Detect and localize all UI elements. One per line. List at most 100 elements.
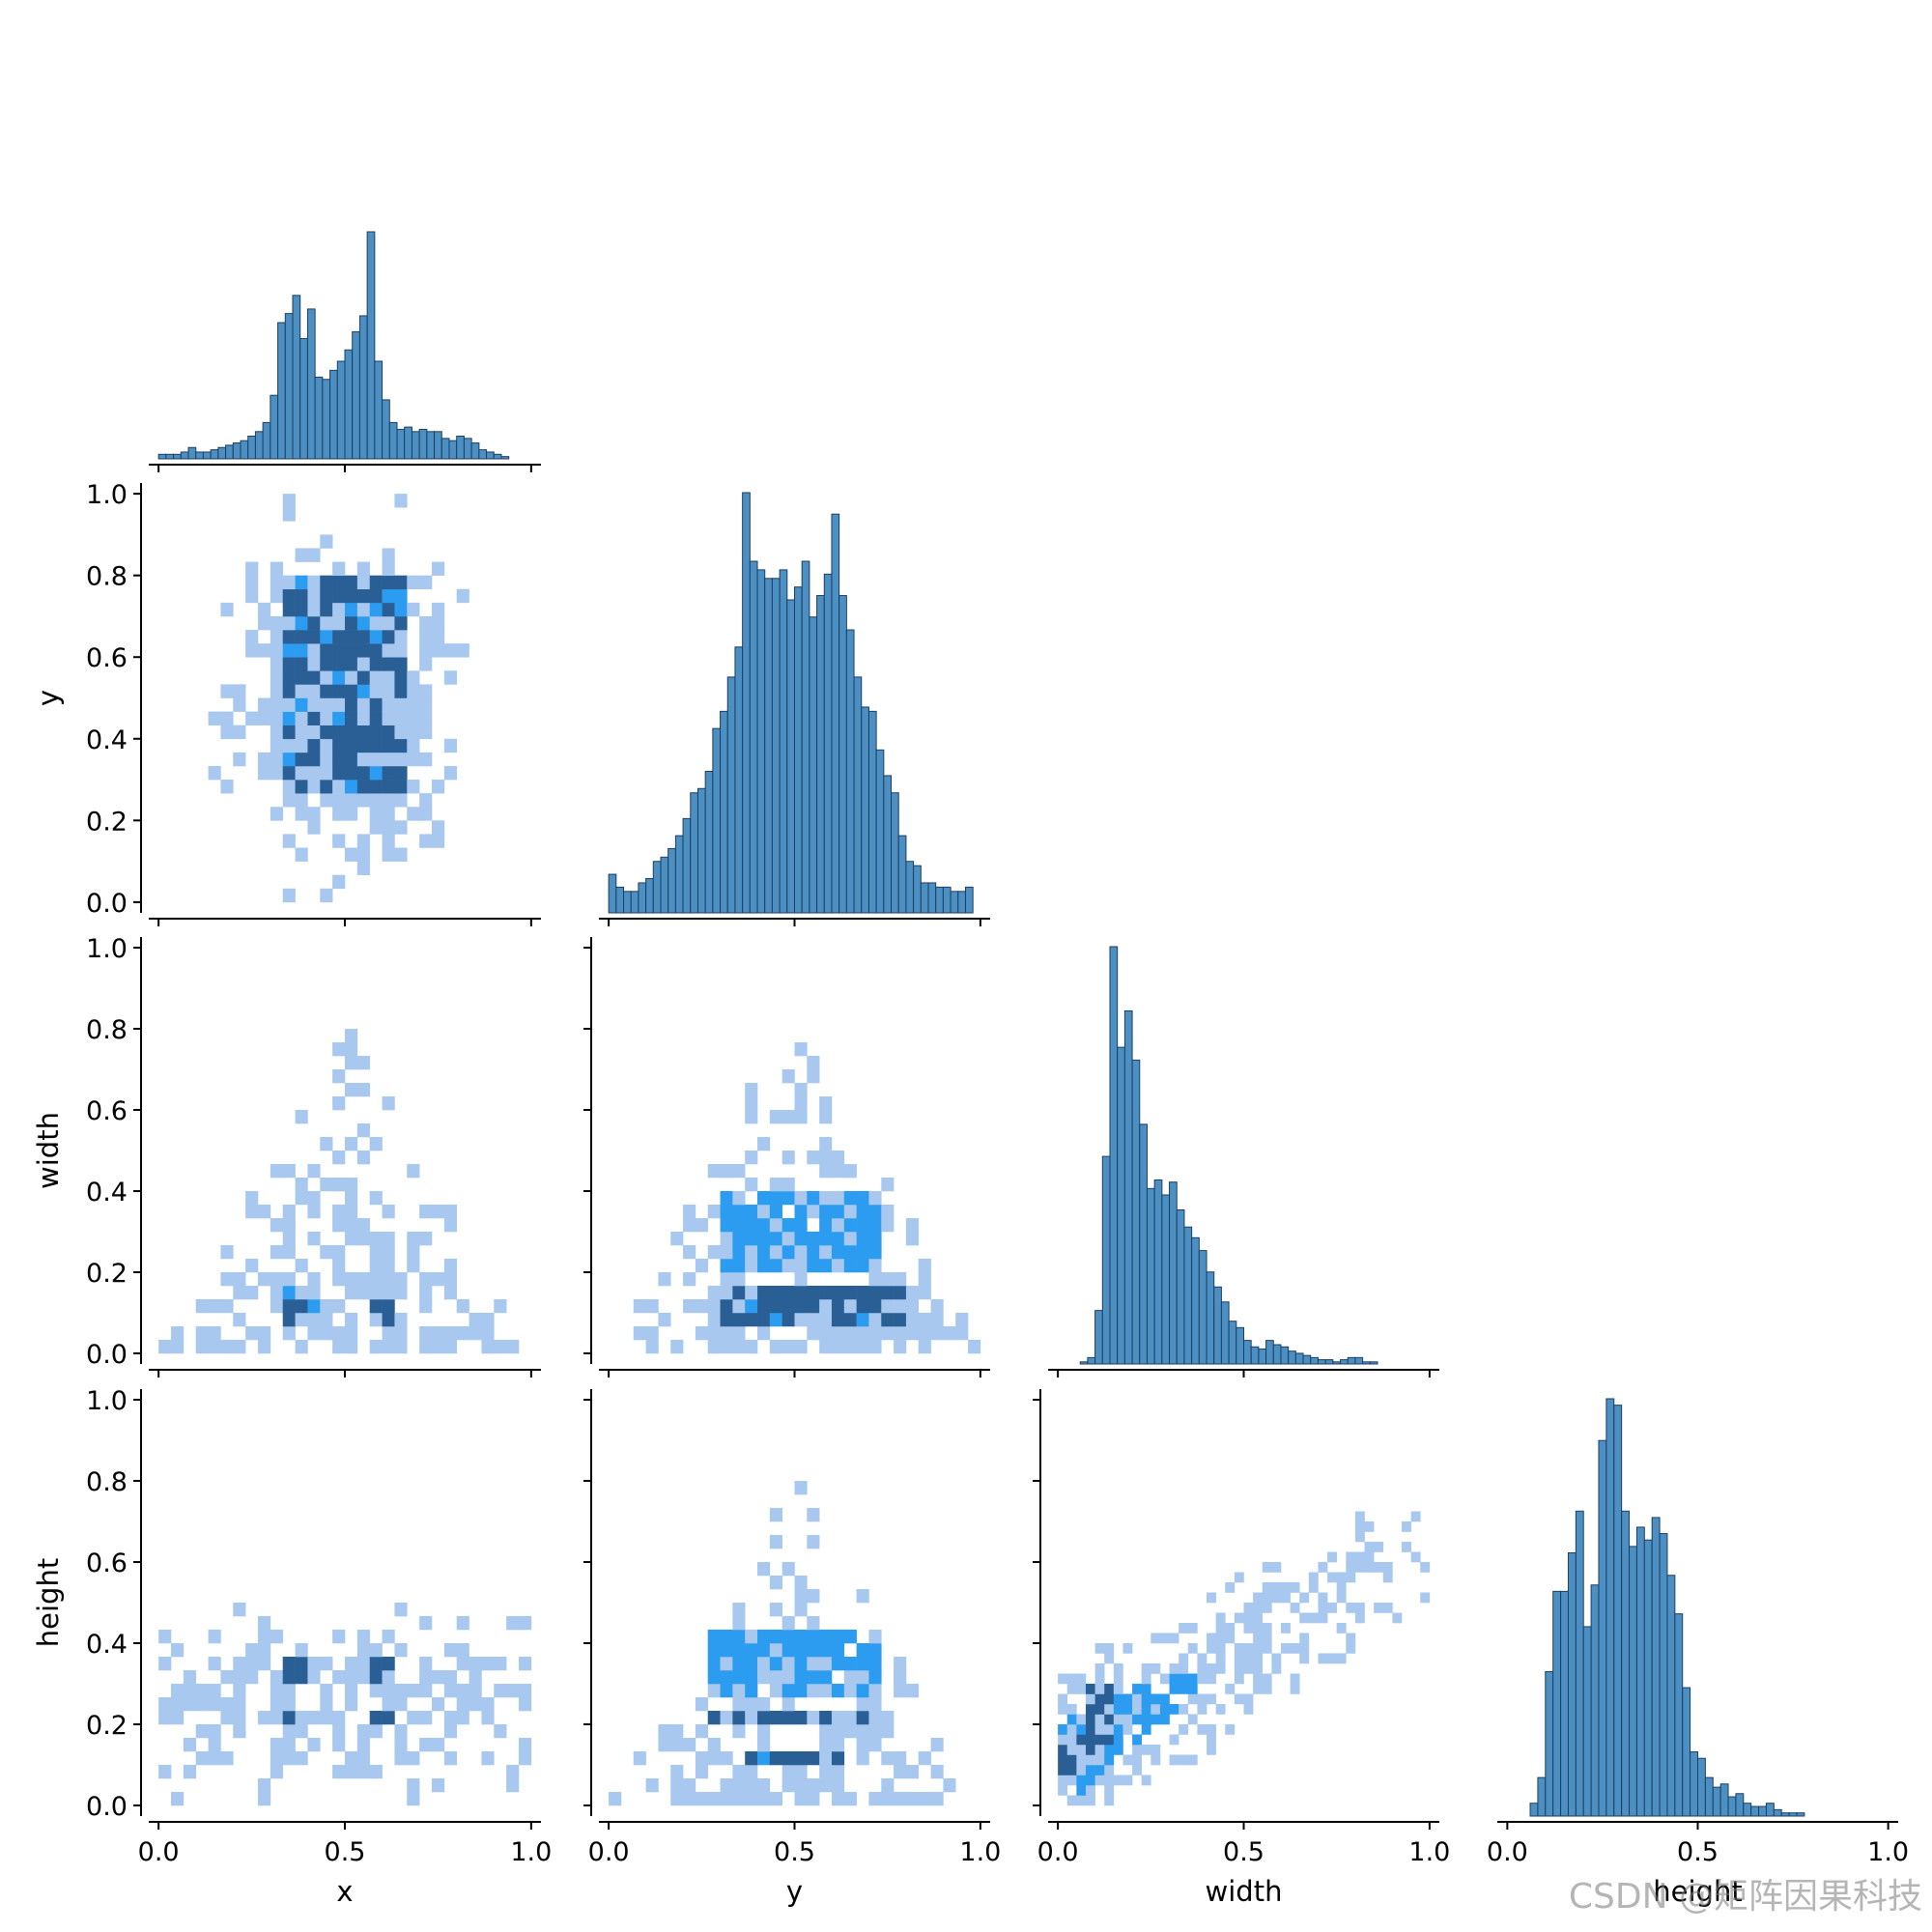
- heatmap-cell: [819, 1244, 833, 1260]
- heatmap-cell: [394, 724, 408, 740]
- heatmap-cell: [1262, 1622, 1272, 1634]
- heatmap-cell: [1271, 1592, 1282, 1604]
- hist-bar: [470, 442, 480, 460]
- heatmap-cell: [356, 1642, 371, 1658]
- heatmap-cell: [356, 643, 371, 658]
- heatmap-cell: [282, 711, 296, 725]
- heatmap-cell: [1141, 1775, 1151, 1786]
- heatmap-cell: [843, 1204, 857, 1219]
- hist-bar: [1651, 1517, 1661, 1817]
- heatmap-cell: [1197, 1723, 1208, 1735]
- heatmap-cell: [1318, 1592, 1328, 1604]
- hist-bar: [1347, 1356, 1356, 1365]
- heatmap-cell: [394, 1339, 408, 1354]
- heatmap-cell: [345, 1339, 358, 1354]
- x-tick-label: 1.0: [510, 1837, 552, 1867]
- heatmap-cell: [1169, 1734, 1179, 1746]
- heatmap-cell: [757, 1791, 771, 1806]
- heatmap-cell: [868, 1629, 882, 1644]
- heatmap-cell: [332, 1298, 346, 1314]
- hist-bar: [897, 835, 907, 914]
- heatmap-cell: [282, 724, 296, 740]
- hist-bar: [165, 453, 175, 460]
- heatmap-cell: [345, 684, 358, 698]
- heatmap-cell: [1187, 1754, 1198, 1766]
- heatmap-cell: [307, 1325, 321, 1341]
- heatmap-cell: [1271, 1653, 1282, 1664]
- heatmap-cell: [295, 1312, 308, 1327]
- heatmap-cell: [819, 1096, 833, 1111]
- heatmap-cell: [208, 1737, 221, 1752]
- hist-bar: [1324, 1359, 1334, 1365]
- heatmap-cell: [332, 1151, 346, 1165]
- heatmap-cell: [407, 1791, 420, 1806]
- heatmap-cell: [1382, 1603, 1393, 1613]
- heatmap-cell: [270, 1710, 284, 1725]
- heatmap-cell: [843, 1683, 857, 1698]
- heatmap-cell: [745, 1110, 758, 1124]
- heatmap-cell: [345, 765, 358, 781]
- heatmap-cell: [1215, 1612, 1226, 1624]
- heatmap-cell: [282, 1285, 296, 1300]
- heatmap-cell: [1076, 1764, 1087, 1776]
- heatmap-cell: [332, 1204, 346, 1219]
- hist-bar: [1674, 1613, 1684, 1817]
- heatmap-cell: [794, 1642, 808, 1658]
- heatmap-cell: [356, 588, 371, 604]
- heatmap-cell: [307, 724, 321, 740]
- heatmap-cell: [1346, 1633, 1356, 1644]
- heatmap-cell: [868, 1325, 882, 1341]
- heatmap-cell: [518, 1737, 532, 1752]
- heatmap-cell: [419, 1231, 433, 1246]
- heatmap-cell: [1318, 1612, 1328, 1624]
- hist-bar: [660, 856, 669, 914]
- heatmap-cell: [270, 657, 284, 671]
- heatmap-cell: [419, 1339, 433, 1354]
- hist-bar: [1146, 1187, 1155, 1365]
- heatmap-cell: [1104, 1734, 1115, 1746]
- heatmap-cell: [295, 588, 308, 604]
- heatmap-cell: [918, 1271, 931, 1287]
- heatmap-cell: [769, 1710, 782, 1725]
- heatmap-cell: [1215, 1653, 1226, 1664]
- hist-bar: [674, 835, 684, 914]
- heatmap-cell: [345, 1231, 358, 1246]
- heatmap-cell: [745, 1339, 758, 1354]
- heatmap-cell: [307, 1298, 321, 1314]
- heatmap-cell: [431, 630, 445, 644]
- heatmap-cell: [831, 1656, 845, 1671]
- hist-bar: [1272, 1344, 1282, 1365]
- heatmap-cell: [732, 1791, 746, 1806]
- hist-bar: [779, 569, 788, 914]
- heatmap-cell: [1346, 1603, 1356, 1613]
- heatmap-cell: [258, 1339, 271, 1354]
- heatmap-cell: [345, 1325, 358, 1341]
- heatmap-cell: [270, 711, 284, 725]
- hist-bar: [306, 308, 316, 460]
- heatmap-cell: [282, 1244, 296, 1260]
- heatmap-cell: [732, 1217, 746, 1233]
- heatmap-cell: [781, 1615, 795, 1631]
- heatmap-cell: [295, 738, 308, 753]
- heatmap-cell: [745, 1298, 758, 1314]
- heatmap-cell: [345, 847, 358, 862]
- heatmap-cell: [707, 1339, 721, 1354]
- heatmap-cell: [332, 1339, 346, 1354]
- heatmap-cell: [356, 670, 371, 685]
- heatmap-cell: [1354, 1531, 1365, 1543]
- heatmap-cell: [356, 1669, 371, 1685]
- heatmap-cell: [282, 1298, 296, 1314]
- heatmap-cell: [369, 684, 383, 698]
- heatmap-cell: [1094, 1754, 1105, 1766]
- heatmap-cell: [930, 1737, 944, 1752]
- heatmap-cell: [1354, 1612, 1365, 1624]
- hist-bar: [801, 560, 810, 914]
- hist-bar: [749, 560, 758, 914]
- heatmap-cell: [781, 1312, 795, 1327]
- heatmap-cell: [831, 1163, 845, 1179]
- heatmap-cell: [419, 643, 433, 658]
- heatmap-cell: [419, 1710, 433, 1725]
- heatmap-cell: [1243, 1703, 1254, 1715]
- y-tick-label: 0.2: [86, 1711, 128, 1741]
- heatmap-cell: [208, 1750, 221, 1766]
